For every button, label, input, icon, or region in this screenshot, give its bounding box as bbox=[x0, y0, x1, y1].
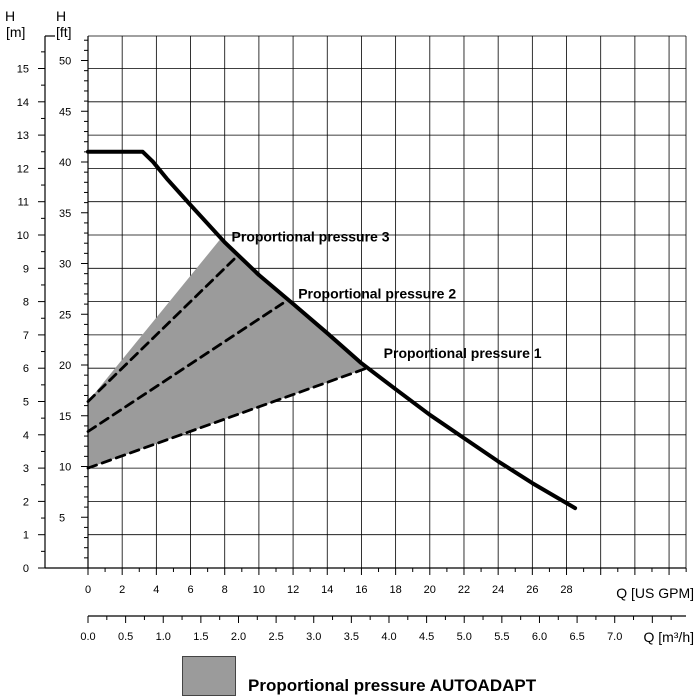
tick-label-m3h: 2.5 bbox=[268, 631, 283, 643]
tick-label-m: 15 bbox=[17, 64, 29, 76]
tick-label-ft: 5 bbox=[59, 512, 65, 524]
tick-label-m: 7 bbox=[23, 330, 29, 342]
legend-swatch bbox=[182, 656, 236, 696]
tick-label-m3h: 6.0 bbox=[532, 631, 547, 643]
tick-label-gpm: 20 bbox=[424, 584, 436, 596]
tick-label-m3h: 0.0 bbox=[80, 631, 95, 643]
autoadapt-area bbox=[88, 240, 367, 469]
tick-label-m: 4 bbox=[23, 430, 29, 442]
tick-label-m3h: 4.5 bbox=[419, 631, 434, 643]
tick-label-m: 2 bbox=[23, 496, 29, 508]
axis-title-h-ft: H bbox=[56, 8, 66, 24]
axis-label-gpm: Q [US GPM] bbox=[616, 585, 694, 601]
tick-label-gpm: 14 bbox=[321, 584, 333, 596]
tick-label-ft: 35 bbox=[59, 208, 71, 220]
tick-label-gpm: 0 bbox=[85, 584, 91, 596]
tick-label-gpm: 12 bbox=[287, 584, 299, 596]
proportional-pressure-3-line bbox=[86, 255, 239, 403]
tick-label-ft: 45 bbox=[59, 106, 71, 118]
tick-label-ft: 20 bbox=[59, 360, 71, 372]
tick-label-ft: 15 bbox=[59, 411, 71, 423]
axis-label-m3h: Q [m³/h] bbox=[643, 629, 694, 645]
tick-label-m: 10 bbox=[17, 230, 29, 242]
tick-label-m: 0 bbox=[23, 563, 29, 575]
tick-label-m3h: 5.0 bbox=[457, 631, 472, 643]
legend: Proportional pressure AUTOADAPT bbox=[182, 656, 536, 696]
tick-label-gpm: 8 bbox=[222, 584, 228, 596]
tick-label-ft: 30 bbox=[59, 259, 71, 271]
tick-label-ft: 25 bbox=[59, 309, 71, 321]
tick-label-ft: 10 bbox=[59, 462, 71, 474]
tick-label-m3h: 3.5 bbox=[344, 631, 359, 643]
proportional-pressure-2-line bbox=[86, 301, 285, 433]
curve-labels: Proportional pressure 3 Proportional pres… bbox=[232, 229, 542, 362]
tick-label-m3h: 2.0 bbox=[231, 631, 246, 643]
tick-label-m3h: 6.5 bbox=[569, 631, 584, 643]
max-curve-line bbox=[86, 149, 578, 511]
tick-label-m: 11 bbox=[18, 197, 29, 209]
curve-label-3: Proportional pressure 1 bbox=[384, 345, 542, 361]
tick-label-ft: 40 bbox=[59, 157, 71, 169]
curve-label-1: Proportional pressure 3 bbox=[232, 229, 390, 245]
tick-label-m: 14 bbox=[17, 97, 29, 109]
curve-label-2: Proportional pressure 2 bbox=[298, 285, 456, 301]
curve-series bbox=[86, 149, 578, 511]
tick-label-m3h: 7.0 bbox=[607, 631, 622, 643]
tick-label-gpm: 6 bbox=[187, 584, 193, 596]
tick-label-m3h: 5.5 bbox=[494, 631, 509, 643]
tick-label-m3h: 0.5 bbox=[118, 631, 133, 643]
tick-label-m: 5 bbox=[23, 397, 29, 409]
tick-label-m3h: 3.0 bbox=[306, 631, 321, 643]
tick-label-gpm: 4 bbox=[153, 584, 159, 596]
proportional-pressure-1-line bbox=[86, 366, 369, 470]
tick-label-gpm: 24 bbox=[492, 584, 504, 596]
tick-label-m3h: 1.0 bbox=[156, 631, 171, 643]
tick-label-m: 8 bbox=[23, 297, 29, 309]
tick-label-gpm: 10 bbox=[253, 584, 265, 596]
tick-label-m: 1 bbox=[23, 530, 29, 542]
tick-label-m: 6 bbox=[23, 363, 29, 375]
tick-label-m3h: 4.0 bbox=[381, 631, 396, 643]
tick-label-gpm: 2 bbox=[119, 584, 125, 596]
autoadapt-region bbox=[88, 240, 367, 469]
legend-label: Proportional pressure AUTOADAPT bbox=[248, 676, 537, 695]
tick-label-gpm: 16 bbox=[355, 584, 367, 596]
tick-label-gpm: 28 bbox=[560, 584, 572, 596]
tick-label-m: 13 bbox=[17, 130, 29, 142]
tick-label-gpm: 22 bbox=[458, 584, 470, 596]
axes: 0123456789101112131415510152025303540455… bbox=[5, 8, 694, 645]
axis-unit-m: [m] bbox=[6, 24, 25, 40]
axis-title-h-m: H bbox=[5, 8, 15, 24]
tick-label-m: 9 bbox=[23, 263, 29, 275]
axis-unit-ft: [ft] bbox=[56, 24, 72, 40]
grid-lines bbox=[88, 36, 686, 568]
tick-label-gpm: 26 bbox=[526, 584, 538, 596]
tick-label-m: 3 bbox=[23, 463, 29, 475]
tick-label-m3h: 1.5 bbox=[193, 631, 208, 643]
tick-label-m: 12 bbox=[17, 163, 29, 175]
tick-label-ft: 50 bbox=[59, 56, 71, 68]
tick-label-gpm: 18 bbox=[389, 584, 401, 596]
